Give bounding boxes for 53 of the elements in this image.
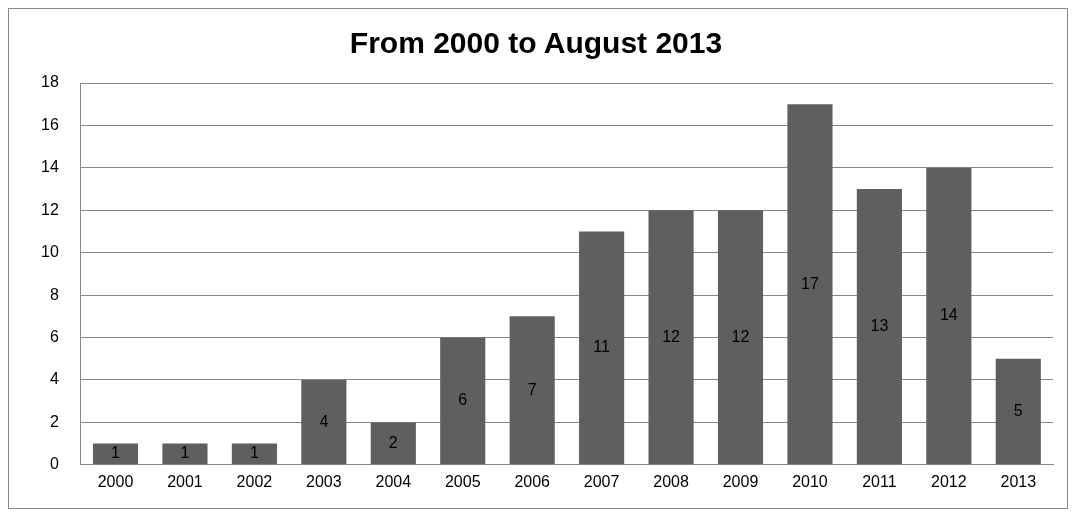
bar [787,104,833,465]
x-tick-label: 2002 [236,472,273,490]
bar [648,210,694,465]
bar [717,210,764,465]
data-label: 1 [111,444,121,462]
data-label: 2 [388,433,398,451]
bar [995,358,1041,465]
bar [856,189,902,465]
bar [579,231,625,465]
bar [440,337,486,465]
y-tick-label: 14 [41,158,59,176]
data-label: 12 [662,327,681,345]
x-tick-label: 2000 [97,472,134,490]
data-label: 1 [249,444,259,462]
data-label: 1 [180,444,190,462]
y-tick-label: 0 [49,455,59,473]
x-tick-label: 2006 [514,472,551,490]
y-tick-label: 12 [41,200,59,218]
x-tick-label: 2008 [653,472,689,490]
y-tick-label: 8 [49,285,59,303]
x-tick-label: 2007 [583,472,620,490]
bar [92,443,139,465]
bar [926,167,972,465]
data-label: 7 [527,380,537,398]
bar [162,443,208,465]
y-tick-label: 10 [41,243,59,261]
y-tick-label: 2 [49,412,59,430]
x-tick-label: 2001 [167,472,203,490]
data-label: 11 [593,338,611,356]
data-label: 17 [801,274,819,292]
bar [509,316,555,465]
bar [301,379,347,465]
x-tick-label: 2003 [306,472,342,490]
data-label: 14 [939,306,958,324]
data-label: 6 [458,391,468,409]
x-tick-label: 2012 [931,472,967,490]
y-tick-label: 18 [41,73,59,91]
data-label: 5 [1013,401,1023,419]
y-tick-label: 4 [49,370,59,388]
y-tick-label: 6 [49,327,59,345]
bar [370,422,416,465]
x-tick-label: 2005 [444,472,481,490]
data-label: 13 [870,317,889,335]
data-label: 12 [731,327,750,345]
x-tick-label: 2009 [722,472,759,490]
x-tick-label: 2011 [862,472,897,490]
bar [231,443,277,465]
y-tick-label: 16 [41,115,59,133]
x-tick-label: 2004 [375,472,412,490]
data-label: 4 [319,412,329,430]
x-tick-label: 2013 [1000,472,1037,490]
x-tick-label: 2010 [792,472,828,490]
chart-title: From 2000 to August 2013 [349,26,723,60]
